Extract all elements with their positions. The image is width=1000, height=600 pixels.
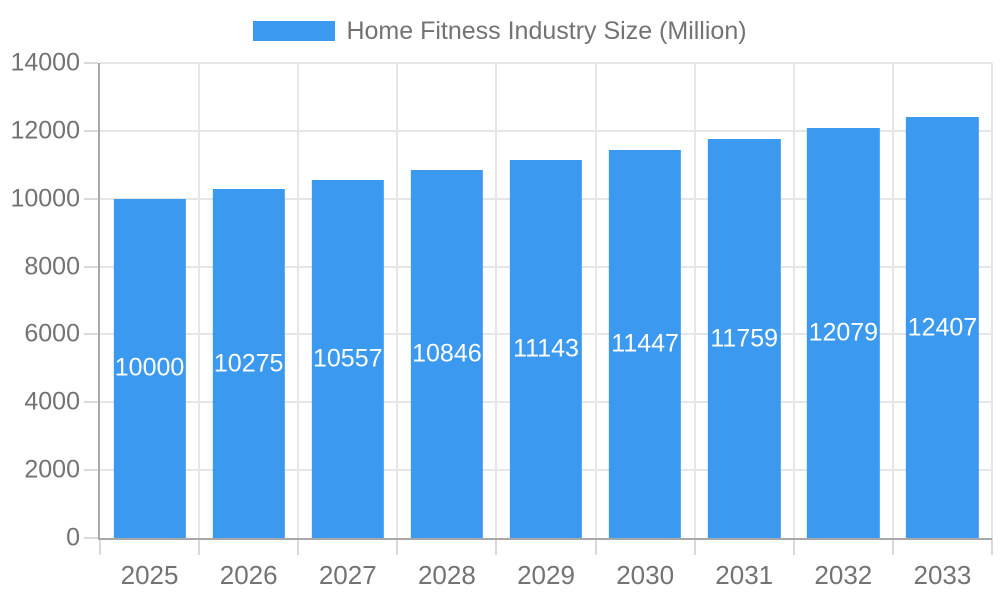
- y-axis-tick: [84, 401, 98, 404]
- y-axis-tick-label: 2000: [24, 455, 80, 484]
- gridline-horizontal: [100, 62, 992, 64]
- x-axis-tick-label: 2028: [417, 560, 476, 590]
- y-axis-tick-label: 14000: [10, 48, 80, 77]
- bar[interactable]: [113, 198, 186, 538]
- y-axis-tick-label: 12000: [10, 116, 80, 145]
- bar-value-label: 12079: [808, 318, 879, 347]
- gridline-vertical: [495, 63, 498, 538]
- x-axis-tick-label: 2025: [120, 560, 179, 590]
- bar-value-label: 11143: [513, 334, 579, 363]
- gridline-vertical: [991, 63, 993, 538]
- bar-value-label: 12407: [907, 313, 978, 342]
- x-axis-line: [98, 538, 992, 540]
- bar-value-label: 10557: [313, 344, 383, 373]
- x-axis-tick: [792, 538, 795, 555]
- x-axis-tick: [594, 538, 597, 555]
- gridline-vertical: [297, 63, 300, 538]
- x-axis-tick-label: 2032: [814, 560, 873, 590]
- y-axis-tick-label: 4000: [24, 387, 80, 416]
- x-axis-tick: [198, 538, 201, 555]
- y-axis-tick-label: 0: [66, 523, 80, 552]
- x-axis-tick-label: 2029: [517, 560, 575, 590]
- bar[interactable]: [212, 189, 285, 538]
- x-axis-tick: [297, 538, 300, 555]
- gridline-vertical: [198, 63, 201, 538]
- bar[interactable]: [410, 170, 484, 538]
- gridline-vertical: [792, 63, 795, 538]
- gridline-vertical: [396, 63, 399, 538]
- bar-value-label: 11447: [611, 329, 679, 358]
- y-axis-tick: [84, 197, 98, 200]
- gridline-horizontal: [100, 129, 992, 132]
- y-axis-line: [98, 63, 100, 538]
- legend-color-swatch: [253, 21, 336, 41]
- x-axis-tick: [99, 538, 101, 555]
- bar-value-label: 10000: [114, 353, 185, 382]
- gridline-vertical: [594, 63, 597, 538]
- x-axis-tick-label: 2027: [318, 560, 377, 590]
- x-axis-tick-label: 2031: [715, 560, 774, 590]
- legend-label: Home Fitness Industry Size (Million): [346, 16, 747, 45]
- x-axis-tick: [891, 538, 894, 555]
- x-axis-tick: [991, 538, 993, 555]
- y-axis-tick: [84, 265, 98, 268]
- bar[interactable]: [906, 117, 979, 538]
- bar[interactable]: [807, 128, 880, 538]
- bar[interactable]: [509, 159, 583, 538]
- y-axis-tick-label: 6000: [24, 319, 80, 348]
- y-axis-tick-label: 10000: [10, 184, 80, 213]
- gridline-vertical: [693, 63, 696, 538]
- chart-legend[interactable]: Home Fitness Industry Size (Million): [0, 16, 1000, 46]
- bar[interactable]: [311, 179, 384, 538]
- x-axis-tick-label: 2033: [913, 560, 972, 590]
- gridline-vertical: [891, 63, 894, 538]
- y-axis-tick: [84, 537, 98, 539]
- x-axis-tick: [693, 538, 696, 555]
- bar-value-label: 10846: [412, 339, 482, 368]
- y-axis-tick-label: 8000: [24, 252, 80, 281]
- x-axis-tick: [396, 538, 399, 555]
- x-axis-tick: [495, 538, 498, 555]
- bar-value-label: 10275: [213, 349, 284, 378]
- y-axis-tick: [84, 333, 98, 336]
- y-axis-tick: [84, 129, 98, 132]
- bar[interactable]: [708, 139, 781, 538]
- plot-area: 0 2000 4000 6000 8000 10000 12000 14000 10000 202…: [10, 50, 993, 588]
- x-axis-tick-label: 2026: [219, 560, 278, 590]
- y-axis-tick: [84, 62, 98, 64]
- bar-value-label: 11759: [710, 324, 779, 353]
- bar[interactable]: [608, 149, 682, 538]
- x-axis-tick-label: 2030: [616, 560, 675, 590]
- y-axis-tick: [84, 469, 98, 472]
